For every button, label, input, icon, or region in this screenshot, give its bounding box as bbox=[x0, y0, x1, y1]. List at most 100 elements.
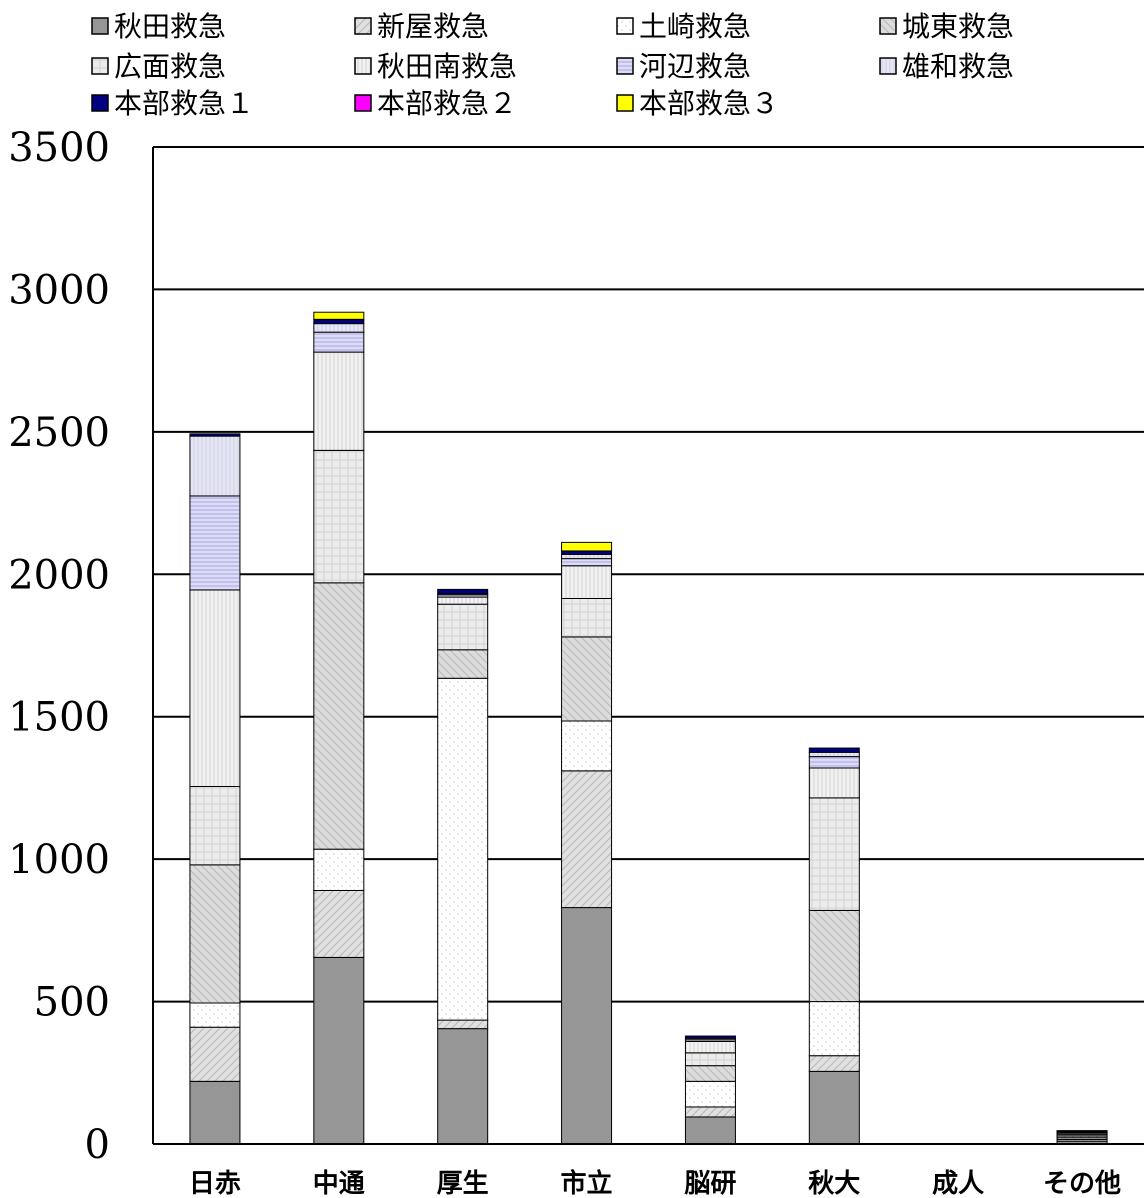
bar-segment bbox=[684, 1116, 736, 1145]
bar-segment bbox=[437, 603, 489, 651]
y-tick-label: 1000 bbox=[8, 837, 110, 883]
x-tick-label: その他 bbox=[1043, 1169, 1121, 1198]
bar-segment bbox=[313, 311, 365, 320]
legend-swatch bbox=[879, 57, 897, 75]
y-axis: 0 500 1000 1500 2000 2500 3000 3500 bbox=[8, 125, 154, 1168]
bar-segment bbox=[313, 331, 365, 353]
bar-segment bbox=[684, 1052, 736, 1067]
legend-label: 秋田南救急 bbox=[377, 50, 517, 83]
legend-swatch bbox=[616, 94, 634, 112]
bar-segment bbox=[684, 1106, 736, 1118]
bar-segment bbox=[808, 1001, 860, 1057]
bar-segment bbox=[684, 1040, 736, 1054]
legend-swatch bbox=[91, 17, 109, 35]
x-axis: 日赤 中通 厚生 市立 脳研 秋大 成人 その他 bbox=[153, 1143, 1144, 1198]
bar-segment bbox=[437, 649, 489, 679]
legend-label: 本部救急１ bbox=[114, 87, 254, 120]
bar-segment bbox=[313, 889, 365, 958]
bar-segment bbox=[561, 636, 613, 722]
bar-segment bbox=[808, 747, 860, 753]
y-tick-label: 500 bbox=[34, 980, 110, 1026]
bar-segment bbox=[189, 864, 241, 1004]
legend-label: 本部救急３ bbox=[639, 87, 779, 120]
bar-segment bbox=[189, 495, 241, 591]
legend-item: 秋田南救急 bbox=[354, 50, 517, 83]
bar-segment bbox=[189, 1026, 241, 1082]
bar-segment bbox=[684, 1035, 736, 1039]
bar-segment bbox=[561, 770, 613, 909]
y-tick-label: 0 bbox=[85, 1122, 110, 1168]
y-tick-label: 1500 bbox=[8, 695, 110, 741]
bar-segment bbox=[313, 449, 365, 584]
legend-label: 新屋救急 bbox=[377, 10, 489, 43]
x-tick-label: 脳研 bbox=[683, 1169, 736, 1198]
bar-segment bbox=[437, 588, 489, 595]
bar-segment bbox=[808, 797, 860, 911]
legend-item: 広面救急 bbox=[91, 50, 226, 83]
legend-label: 広面救急 bbox=[114, 50, 226, 83]
gridlines bbox=[153, 146, 1144, 1003]
legend-swatch bbox=[616, 17, 634, 35]
bar-segment bbox=[561, 541, 613, 552]
bar-segment bbox=[189, 786, 241, 866]
bar-segment bbox=[684, 1080, 736, 1108]
bar-segment bbox=[437, 1019, 489, 1030]
bar-segment bbox=[189, 1002, 241, 1028]
legend-label: 城東救急 bbox=[902, 10, 1014, 43]
bar-segment bbox=[561, 597, 613, 638]
legend-swatch bbox=[879, 17, 897, 35]
bar-segment bbox=[808, 767, 860, 799]
legend-label: 土崎救急 bbox=[639, 10, 751, 43]
legend-item: 新屋救急 bbox=[354, 10, 489, 43]
bar-segment bbox=[808, 756, 860, 769]
legend-item: 本部救急３ bbox=[616, 87, 779, 120]
bar-segment bbox=[437, 596, 489, 605]
bar-segment bbox=[437, 677, 489, 1021]
legend-swatch bbox=[354, 17, 372, 35]
bar-segment bbox=[808, 909, 860, 1003]
legend-swatch bbox=[616, 57, 634, 75]
legend-label: 本部救急２ bbox=[377, 87, 517, 120]
bar-segment bbox=[808, 1070, 860, 1145]
bar-segment bbox=[561, 907, 613, 1145]
x-tick-label: 日赤 bbox=[189, 1169, 241, 1198]
legend-item: 本部救急１ bbox=[91, 87, 254, 120]
legend-item: 城東救急 bbox=[879, 10, 1014, 43]
bars bbox=[189, 311, 1108, 1145]
legend-label: 河辺救急 bbox=[639, 50, 751, 83]
bar-segment bbox=[313, 351, 365, 451]
bar-segment bbox=[561, 720, 613, 772]
bar-segment bbox=[808, 751, 860, 758]
bar-segment bbox=[313, 956, 365, 1145]
bar-segment bbox=[808, 1055, 860, 1072]
legend-item: 秋田救急 bbox=[91, 10, 226, 43]
bar-segment bbox=[561, 565, 613, 599]
x-tick-label: 市立 bbox=[561, 1168, 613, 1198]
bar-segment bbox=[561, 550, 613, 555]
legend-item: 雄和救急 bbox=[879, 50, 1014, 83]
x-tick-label: 秋大 bbox=[808, 1169, 860, 1198]
y-tick-label: 2500 bbox=[8, 410, 110, 456]
y-tick-label: 3000 bbox=[8, 267, 110, 313]
bar-segment bbox=[189, 435, 241, 497]
bar-segment bbox=[437, 1028, 489, 1145]
legend-swatch bbox=[91, 94, 109, 112]
bar-segment bbox=[561, 553, 613, 560]
legend-label: 秋田救急 bbox=[114, 10, 226, 43]
legend-label: 雄和救急 bbox=[902, 50, 1014, 83]
legend-swatch bbox=[91, 57, 109, 75]
bar-segment bbox=[313, 848, 365, 891]
x-tick-label: 厚生 bbox=[437, 1169, 489, 1198]
bar-segment bbox=[1056, 1130, 1108, 1132]
legend-item: 土崎救急 bbox=[616, 10, 751, 43]
bar-segment bbox=[561, 558, 613, 567]
bar-segment bbox=[189, 589, 241, 788]
legend-item: 本部救急２ bbox=[354, 87, 517, 120]
bar-segment bbox=[189, 1080, 241, 1145]
legend-swatch bbox=[354, 94, 372, 112]
legend-swatch bbox=[354, 57, 372, 75]
bar-segment bbox=[313, 582, 365, 850]
y-tick-label: 2000 bbox=[8, 552, 110, 598]
